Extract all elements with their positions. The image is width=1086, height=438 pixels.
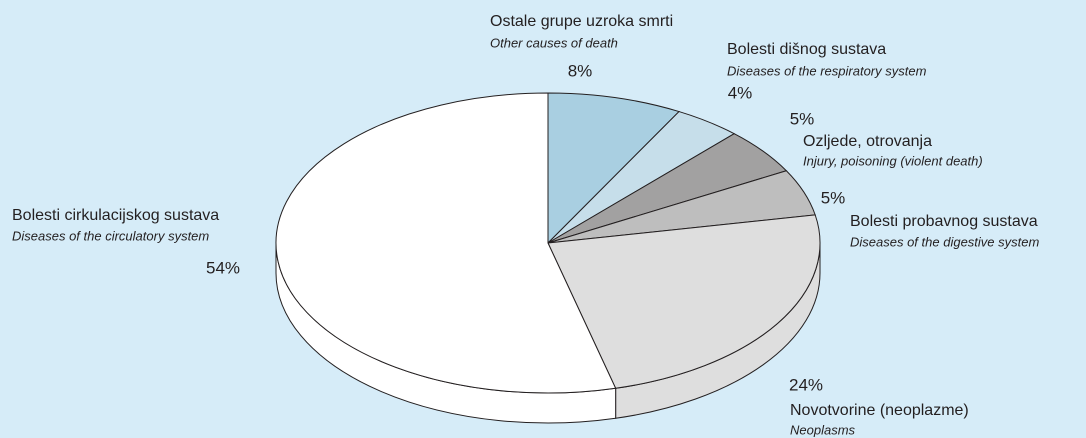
slice-label: Bolesti dišnog sustava xyxy=(727,41,886,58)
slice-label-en: Neoplasms xyxy=(790,422,856,437)
value-label: 5% xyxy=(821,188,846,207)
value-label: 4% xyxy=(728,83,753,102)
slice-label-en: Diseases of the circulatory system xyxy=(12,228,209,243)
value-label: 5% xyxy=(790,109,815,128)
slice-label-en: Other causes of death xyxy=(490,35,618,50)
slice-label: Novotvorine (neoplazme) xyxy=(790,402,969,419)
slice-label: Ozljede, otrovanja xyxy=(803,133,932,150)
slice-label-en: Diseases of the digestive system xyxy=(850,234,1039,249)
slice xyxy=(547,214,821,389)
value-label: 24% xyxy=(789,375,823,394)
slice xyxy=(275,92,617,394)
slice-label: Ostale grupe uzroka smrti xyxy=(490,13,673,30)
value-label: 54% xyxy=(206,258,240,277)
slice-label: Bolesti cirkulacijskog sustava xyxy=(12,207,219,224)
slice xyxy=(547,92,680,245)
slice-label: Bolesti probavnog sustava xyxy=(850,213,1038,230)
slice-label-en: Diseases of the respiratory system xyxy=(727,63,927,78)
value-label: 8% xyxy=(568,61,593,80)
slice-label-en: Injury, poisoning (violent death) xyxy=(803,153,983,168)
